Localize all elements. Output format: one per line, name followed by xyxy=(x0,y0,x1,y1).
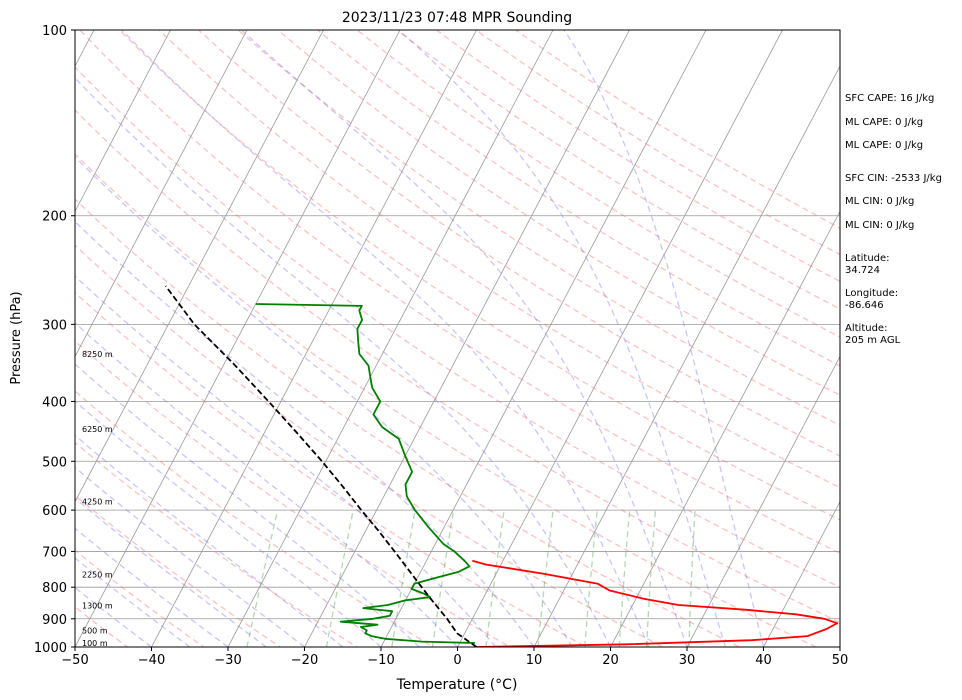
y-tick-label: 700 xyxy=(42,545,67,560)
x-tick-label: 50 xyxy=(832,653,849,668)
moist-adiabat-line xyxy=(75,497,267,647)
isotherm-line xyxy=(533,65,840,647)
ml-cape-label: ML CAPE: 0 J/kg xyxy=(845,117,924,128)
isotherm-line xyxy=(686,355,840,647)
dewpoint-line xyxy=(255,303,475,644)
y-tick-label: 600 xyxy=(42,504,67,519)
isotherm-line xyxy=(763,500,840,647)
moist-adiabat-line xyxy=(75,557,191,647)
dry-adiabat-line xyxy=(198,30,840,457)
y-tick-label: 900 xyxy=(42,613,67,628)
dry-adiabat-line xyxy=(317,30,840,367)
dry-adiabat-line xyxy=(79,30,840,554)
height-label: 1300 m xyxy=(82,602,113,611)
moist-adiabat-line xyxy=(75,586,152,647)
moist-adiabat-line xyxy=(75,322,458,647)
isotherm-line xyxy=(151,30,477,647)
moist-adiabat-line xyxy=(75,77,612,647)
height-label: 500 m xyxy=(82,627,108,636)
x-tick-label: −40 xyxy=(138,653,165,668)
altitude-label: Altitude: 205 m AGL xyxy=(845,323,901,346)
isotherm-line xyxy=(304,30,630,647)
chart-title: 2023/11/23 07:48 MPR Sounding xyxy=(342,10,572,26)
x-tick-label: −30 xyxy=(214,653,241,668)
dry-adiabat-line xyxy=(75,153,818,647)
mixing-ratio-line xyxy=(246,509,279,647)
height-label: 2250 m xyxy=(82,571,113,580)
y-tick-label: 800 xyxy=(42,581,67,596)
height-label: 8250 m xyxy=(82,350,113,359)
y-tick-label: 200 xyxy=(42,210,67,225)
axis-ticks: −50 −40 −30 −20 −10 0 10 20 30 40 50 1000 900 800 700 6… xyxy=(34,24,848,668)
x-tick-label: −20 xyxy=(291,653,318,668)
reference-lines xyxy=(75,30,840,647)
moist-adiabat-line xyxy=(75,434,344,647)
x-tick-label: −10 xyxy=(367,653,394,668)
ml-cape-label-2: ML CAPE: 0 J/kg xyxy=(845,140,924,151)
isotherm-line xyxy=(227,30,554,647)
dry-adiabat-line xyxy=(75,441,359,647)
data-series xyxy=(164,285,839,647)
dry-adiabat-line xyxy=(75,549,206,647)
moist-adiabat-line xyxy=(75,466,305,647)
moist-adiabat-line xyxy=(241,30,688,647)
x-tick-label: 20 xyxy=(602,653,619,668)
x-axis-label: Temperature (°C) xyxy=(396,677,518,693)
isotherm-line xyxy=(457,30,783,647)
isotherm-line xyxy=(917,30,962,647)
height-label: 100 m xyxy=(82,639,108,648)
ml-cin-label-2: ML CIN: 0 J/kg xyxy=(845,220,915,231)
moist-adiabat-line xyxy=(75,363,420,647)
sfc-cin-label: SFC CIN: -2533 J/kg xyxy=(845,173,942,184)
mixing-ratio-line xyxy=(645,510,657,647)
isotherm-line xyxy=(610,210,840,647)
ml-cin-label: ML CIN: 0 J/kg xyxy=(845,196,915,207)
sfc-cape-label: SFC CAPE: 16 J/kg xyxy=(845,93,935,104)
isotherm-line xyxy=(75,30,171,213)
y-tick-label: 400 xyxy=(42,395,67,410)
y-tick-label: 100 xyxy=(42,24,67,39)
mixing-ratio-line xyxy=(688,510,696,647)
x-tick-label: 30 xyxy=(679,653,696,668)
y-tick-label: 500 xyxy=(42,455,67,470)
height-label: 6250 m xyxy=(82,425,113,434)
dry-adiabat-line xyxy=(75,494,282,647)
isotherm-line xyxy=(380,30,707,647)
y-axis-label: Pressure (hPa) xyxy=(9,291,24,384)
isotherm-line xyxy=(75,30,324,503)
parcel-line xyxy=(164,285,478,647)
latitude-label: Latitude: 34.724 xyxy=(845,253,890,276)
moist-adiabat-line xyxy=(563,30,765,647)
dry-adiabat-line xyxy=(75,340,512,647)
height-label: 4250 m xyxy=(82,498,113,507)
moist-adiabat-line xyxy=(121,30,650,647)
dry-adiabat-line xyxy=(75,606,129,647)
dry-adiabat-line xyxy=(75,244,665,647)
temperature-line xyxy=(472,559,839,647)
grid xyxy=(75,30,962,647)
x-tick-label: 10 xyxy=(526,653,543,668)
moist-adiabat-line xyxy=(75,275,497,647)
isotherm-line xyxy=(75,30,248,358)
dry-adiabat-line xyxy=(75,109,840,624)
mixing-ratio-line xyxy=(485,510,505,647)
y-tick-label: 1000 xyxy=(34,641,67,656)
moist-adiabat-line xyxy=(75,220,535,647)
moist-adiabat-line xyxy=(398,30,726,647)
dry-adiabat-line xyxy=(118,30,840,521)
longitude-label: Longitude: -86.646 xyxy=(845,288,899,311)
dry-adiabat-line xyxy=(75,66,840,589)
y-tick-label: 300 xyxy=(42,318,67,333)
moist-adiabat-line xyxy=(75,155,573,647)
dry-adiabat-line xyxy=(75,291,588,647)
height-labels: 100 m 500 m 1300 m 2250 m 4250 m 6250 m 8250 m xyxy=(82,350,113,648)
x-tick-label: −50 xyxy=(61,653,88,668)
isotherm-line xyxy=(75,30,401,647)
x-tick-label: 40 xyxy=(755,653,772,668)
x-tick-label: 0 xyxy=(453,653,461,668)
moist-adiabat-line xyxy=(75,527,229,647)
mixing-ratio-line xyxy=(537,510,554,647)
dry-adiabat-line xyxy=(356,30,840,338)
